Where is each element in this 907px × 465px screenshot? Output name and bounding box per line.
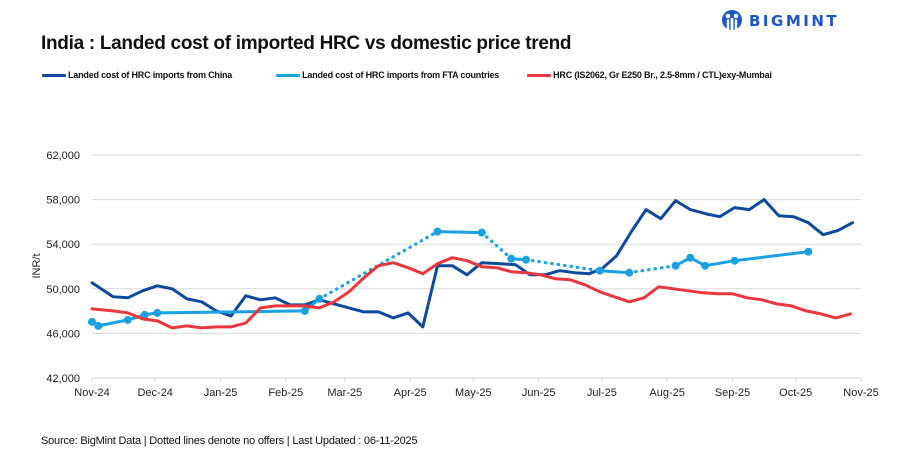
- y-tick-label: 54,000: [46, 239, 80, 251]
- data-point-fta: [88, 317, 96, 326]
- bigmint-logo: BIGMINT: [721, 9, 839, 33]
- data-point-fta: [153, 308, 162, 317]
- data-point-fta: [94, 321, 103, 330]
- series-segment-fta-solid: [674, 250, 810, 268]
- data-point-fta: [625, 268, 634, 277]
- legend-label-domestic: HRC (IS2062, Gr E250 Br., 2.5-8mm / CTL)…: [553, 70, 772, 80]
- data-point-fta: [701, 261, 710, 270]
- y-tick-label: 42,000: [46, 373, 80, 385]
- x-tick-label: Jul-25: [587, 387, 617, 399]
- x-tick-label: Jun-25: [522, 387, 556, 399]
- data-point-fta: [477, 228, 486, 237]
- x-tick-label: Feb-25: [268, 387, 303, 399]
- chart-title: India : Landed cost of imported HRC vs d…: [41, 33, 572, 54]
- series-segment-fta-dotted: [524, 258, 602, 273]
- legend-item-domestic: HRC (IS2062, Gr E250 Br., 2.5-8mm / CTL)…: [527, 70, 772, 80]
- legend-swatch-domestic: [527, 73, 552, 77]
- data-point-fta: [686, 253, 695, 262]
- legend-item-fta: Landed cost of HRC imports from FTA coun…: [276, 70, 499, 80]
- data-point-fta: [522, 255, 530, 264]
- legend-swatch-fta: [276, 73, 301, 77]
- x-tick-label: Nov-25: [843, 387, 878, 399]
- data-point-fta: [433, 227, 442, 236]
- data-point-fta: [804, 247, 813, 256]
- y-tick-label: 46,000: [46, 328, 80, 340]
- data-point-fta: [507, 254, 516, 263]
- data-point-fta: [315, 294, 324, 303]
- chart-legend: Landed cost of HRC imports from China La…: [42, 70, 792, 80]
- y-tick-label: 58,000: [46, 195, 80, 207]
- series-lines: [88, 198, 855, 330]
- x-tick-label: Mar-25: [327, 387, 362, 399]
- source-note: Source: BigMint Data | Dotted lines deno…: [41, 435, 418, 447]
- x-tick-label: Aug-25: [649, 387, 684, 399]
- legend-swatch-china: [42, 73, 66, 77]
- y-axis-title: INR/t: [31, 253, 43, 278]
- x-tick-label: Dec-24: [137, 387, 172, 399]
- x-tick-label: Sep-25: [715, 387, 750, 399]
- data-point-fta: [123, 315, 132, 324]
- x-tick-label: Nov-24: [74, 387, 109, 399]
- series-segment-fta-solid: [598, 269, 631, 275]
- series-line-domestic: [90, 256, 852, 330]
- x-tick-label: Jan-25: [204, 387, 238, 399]
- x-tick-label: Oct-25: [779, 387, 812, 399]
- x-axis-ticks: Nov-24 Dec-24 Jan-25 Feb-25 Mar-25 Apr-25 May-…: [74, 377, 879, 399]
- legend-label-china: Landed cost of HRC imports from China: [68, 70, 233, 80]
- y-tick-label: 62,000: [46, 150, 80, 162]
- brand-name: BIGMINT: [749, 12, 840, 30]
- y-tick-label: 50,000: [46, 284, 80, 296]
- data-point-fta: [671, 261, 680, 270]
- series-segment-fta-solid: [436, 230, 484, 235]
- series-segment-fta-dotted: [480, 231, 513, 261]
- legend-label-fta: Landed cost of HRC imports from FTA coun…: [302, 70, 500, 80]
- legend-item-china: Landed cost of HRC imports from China: [42, 70, 232, 80]
- data-point-fta: [595, 266, 604, 275]
- bigmint-logo-icon: [722, 10, 742, 31]
- x-tick-label: Apr-25: [394, 387, 427, 399]
- data-point-fta: [730, 256, 739, 265]
- y-axis-ticks: 42,000 46,000 50,000 54,000 58,000 62,000: [46, 150, 80, 385]
- data-point-fta: [140, 310, 149, 319]
- series-segment-fta-dotted: [627, 264, 678, 275]
- x-tick-label: May-25: [455, 387, 492, 399]
- data-point-fta: [300, 306, 309, 315]
